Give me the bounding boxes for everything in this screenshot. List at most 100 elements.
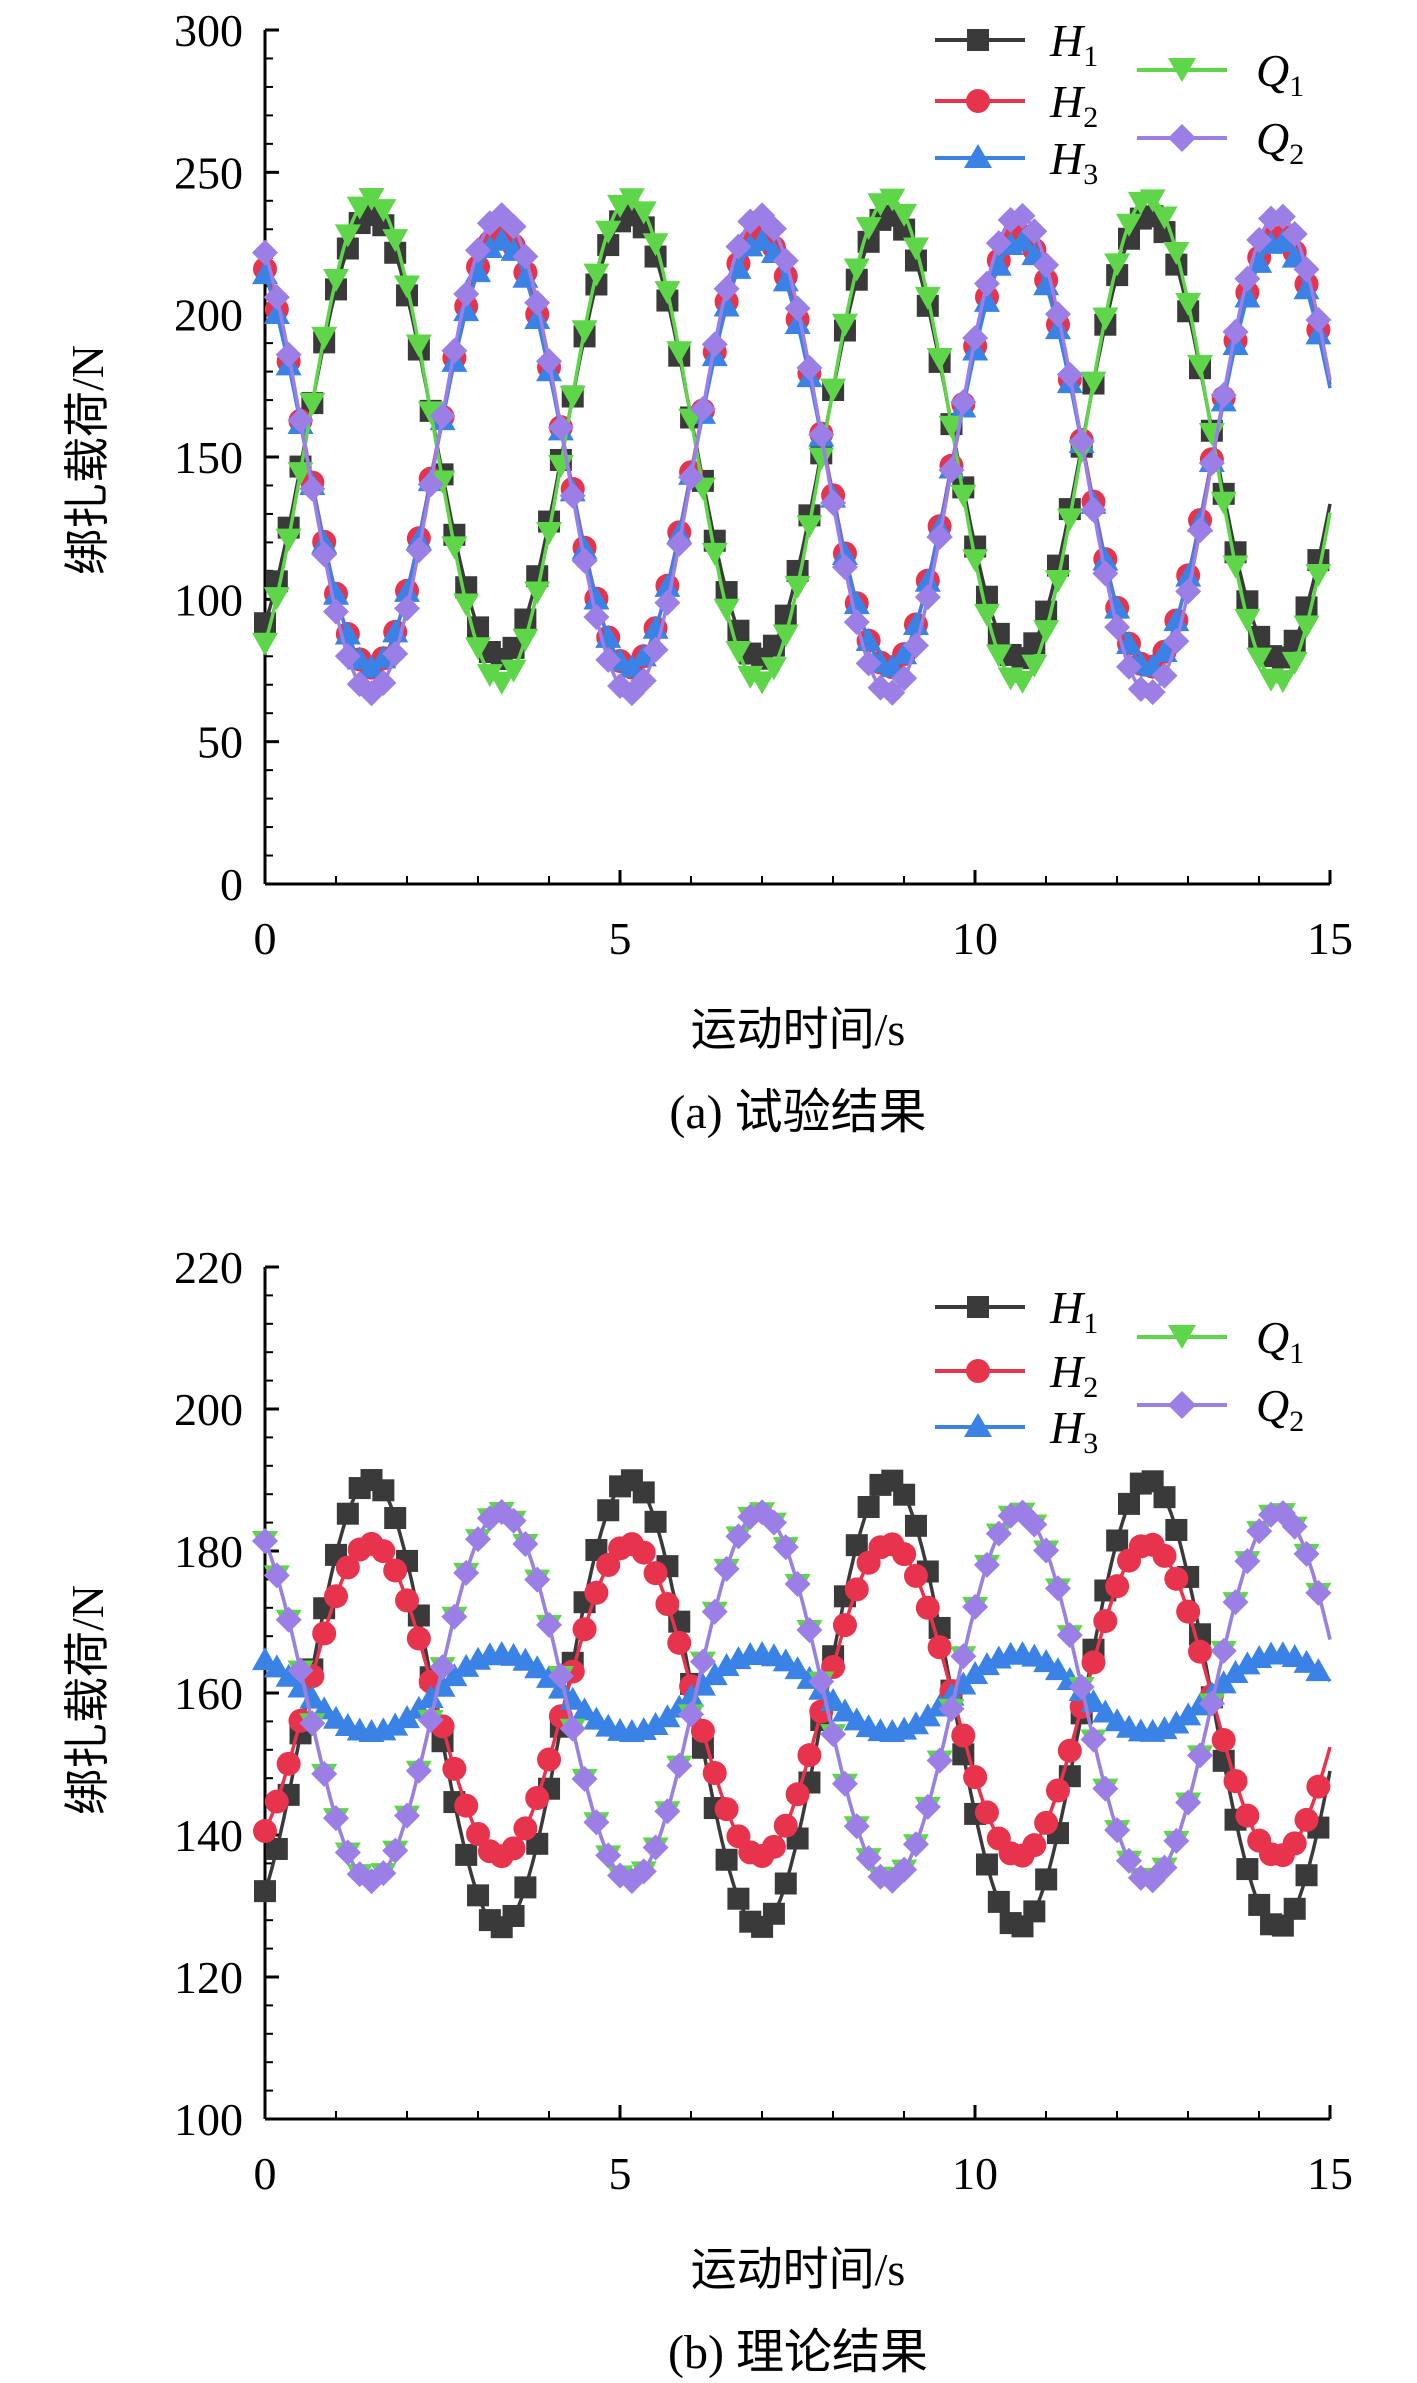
panel-a-data-point: [1116, 213, 1143, 237]
panel-a-data-point: [1104, 595, 1131, 619]
panel-a-data-point: [666, 341, 693, 365]
panel-b-data-point: [1068, 1673, 1095, 1700]
legend-a-q2-label: Q2: [1256, 113, 1304, 171]
panel-b-data-point: [372, 1479, 395, 1502]
legend-b-q1-label: Q1: [1256, 1312, 1304, 1370]
panel-b-data-point: [845, 1534, 868, 1557]
panel-a-data-point: [536, 521, 563, 545]
panel-b-data-point: [667, 1630, 692, 1655]
panel-a-data-point: [843, 609, 870, 636]
panel-a-data-point: [1234, 608, 1261, 632]
panel-a-data-point: [595, 220, 622, 244]
panel-b-data-point: [537, 1747, 562, 1772]
panel-b-data-point: [902, 1831, 929, 1858]
panel-b-data-point: [263, 1562, 290, 1589]
panel-b-data-point: [914, 1793, 941, 1820]
panel-b-data-point: [1164, 1566, 1189, 1591]
panel-b-data-point: [950, 1643, 977, 1670]
panel-b-data-point: [1033, 1537, 1060, 1564]
panel-a-data-point: [382, 640, 409, 667]
panel-a-data-point: [1210, 491, 1237, 515]
panel-b-data-point: [975, 1853, 998, 1876]
panel-b-data-point: [1093, 1609, 1118, 1634]
panel-a-data-point: [926, 524, 953, 551]
panel-a-xtick-label: 0: [254, 913, 277, 964]
panel-b-data-point: [1021, 1511, 1048, 1538]
panel-a-data-point: [1116, 653, 1143, 680]
panel-b-data-point: [465, 1526, 492, 1553]
panel-a-data-point: [831, 542, 858, 566]
panel-b-data-point: [500, 1507, 527, 1534]
panel-a-plot: 0 50 100 150 200 250 300 0 5 10 15: [174, 5, 1353, 964]
panel-a-data-point: [772, 247, 799, 274]
panel-b-data-point: [1080, 1726, 1107, 1753]
panel-a-data-point: [879, 188, 906, 212]
panel-a-data-point: [689, 395, 716, 422]
panel-b-data-point: [985, 1520, 1012, 1547]
panel-b-data-point: [1022, 1833, 1047, 1858]
panel-b-data-point: [630, 1858, 657, 1885]
panel-b-data-point: [987, 1890, 1010, 1913]
panel-a-data-point: [1198, 450, 1225, 477]
panel-a-data-point: [784, 310, 811, 334]
panel-a-data-point: [465, 237, 492, 264]
panel-a-data-point: [1281, 651, 1308, 675]
panel-a-data-point: [831, 554, 858, 581]
panel-b-data-point: [678, 1701, 705, 1728]
panel-b-data-point: [1176, 1599, 1201, 1624]
panel-a-data-point: [1163, 242, 1190, 266]
panel-b-data-point: [1283, 1897, 1306, 1920]
panel-b-data-point: [536, 1611, 563, 1638]
panel-a-xtick-label: 10: [952, 913, 998, 964]
panel-a-ytick-label: 50: [197, 717, 243, 768]
panel-a-data-point: [1092, 547, 1119, 571]
panel-a-data-point: [583, 586, 610, 610]
panel-b: 100 120 140 160 180 200 220 0 5 10 15 H1 H2 H3 Q1: [62, 1242, 1353, 2379]
panel-b-xlabel: 运动时间/s: [691, 2244, 906, 2295]
panel-b-data-point: [690, 1718, 715, 1743]
panel-a-data-point: [512, 243, 539, 270]
panel-b-data-point: [831, 1698, 858, 1722]
panel-a-data-point: [263, 587, 290, 611]
panel-b-data-point: [571, 1697, 598, 1721]
panel-b-data-point: [1187, 1742, 1214, 1769]
panel-a-legend: H1 H2 H3 Q1 Q2: [935, 15, 1304, 191]
panel-b-ytick-label: 120: [174, 1952, 243, 2003]
panel-b-data-point: [1035, 1868, 1058, 1891]
panel-b-data-point: [951, 1723, 976, 1748]
panel-b-data-point: [713, 1555, 740, 1582]
panel-a-data-point: [394, 578, 421, 602]
panel-a-data-point: [1222, 555, 1249, 579]
panel-b-data-point: [299, 1710, 326, 1737]
panel-a-data-point: [252, 632, 278, 656]
panel-b-data-point: [962, 1661, 989, 1685]
panel-a-ytick-label: 150: [174, 432, 243, 483]
panel-a-data-point: [453, 593, 480, 617]
panel-a-data-point: [902, 237, 929, 261]
panel-b-data-point: [1236, 1858, 1259, 1881]
panel-b-data-point: [1293, 1540, 1320, 1567]
panel-a-data-point: [1080, 371, 1107, 395]
panel-a-data-point: [405, 334, 432, 358]
panel-b-data-point: [1281, 1513, 1308, 1540]
panel-b-data-point: [1153, 1486, 1176, 1509]
panel-b-data-point: [963, 1765, 988, 1790]
panel-a-data-point: [701, 331, 728, 358]
panel-a-ytick-label: 300: [174, 5, 243, 56]
panel-b-data-point: [394, 1802, 421, 1829]
panel-a-data-point: [488, 227, 515, 251]
panel-b-data-point: [275, 1606, 302, 1633]
panel-b-data-point: [773, 1813, 798, 1838]
panel-b-data-point: [1234, 1651, 1261, 1675]
panel-b-data-point: [893, 1483, 916, 1506]
panel-a-data-point: [950, 388, 977, 415]
panel-a-data-point: [950, 484, 977, 508]
panel-a-data-point: [642, 636, 669, 663]
panel-a-data-point: [938, 457, 965, 484]
panel-b-data-point: [785, 1782, 810, 1807]
panel-b-data-point: [1151, 1854, 1178, 1881]
panel-a-data-point: [642, 615, 669, 639]
panel-a-data-point: [275, 341, 302, 368]
legend-b-h1-label: H1: [1049, 1282, 1098, 1340]
